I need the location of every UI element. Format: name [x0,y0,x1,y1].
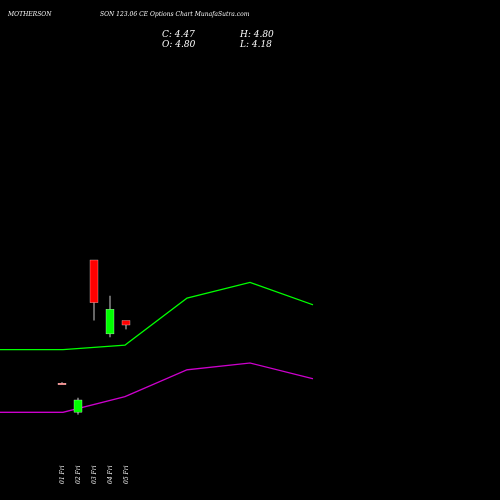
header-title: SON 123.06 CE Options Chart MunafaSutra.… [100,11,250,18]
candle-body [121,320,131,326]
candle [73,397,83,415]
indicator-line-1 [0,281,314,351]
header-high: H: 4.80 [239,30,274,40]
candle [89,259,99,321]
candle [105,295,115,338]
indicator-line-2 [0,362,314,413]
header-symbol: MOTHERSON [7,11,52,18]
candle-body [89,259,99,303]
x-tick-label: 02 Fri [75,465,82,484]
x-tick-label: 04 Fri [107,465,114,484]
candle-body [57,383,67,385]
header-open: O: 4.80 [162,40,196,50]
x-tick-label: 03 Fri [91,465,98,484]
candle-body [73,399,83,413]
x-tick-label: 05 Fri [123,465,130,484]
candle [57,382,67,385]
header-low: L: 4.18 [239,40,272,50]
candle-body [105,309,115,335]
candle [121,320,131,330]
header-close: C: 4.47 [162,30,195,40]
x-tick-label: 01 Fri [59,465,66,484]
